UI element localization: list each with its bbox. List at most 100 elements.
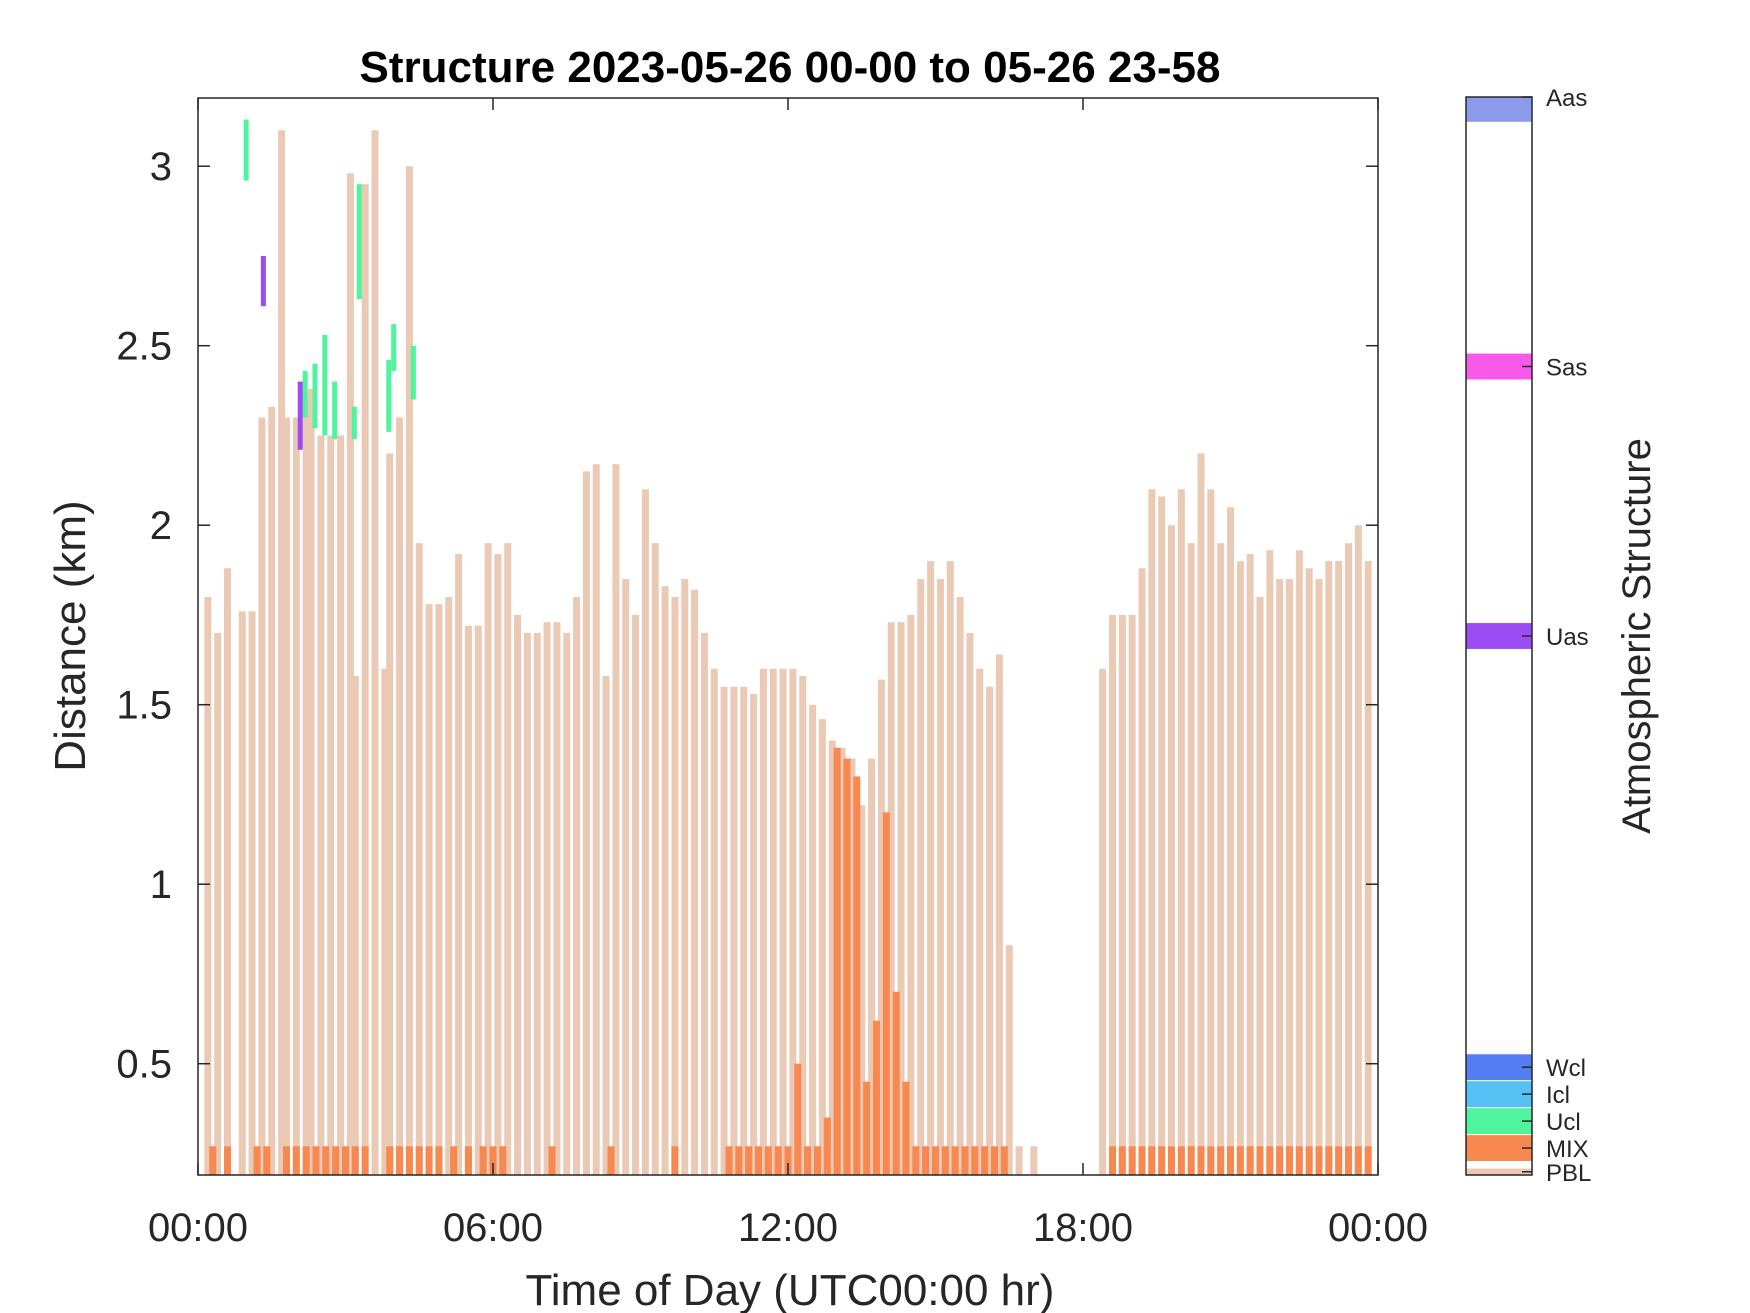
mix-bar bbox=[292, 1146, 300, 1175]
pbl-bar bbox=[494, 553, 502, 1175]
mix-bar bbox=[981, 1146, 989, 1175]
pbl-bar bbox=[435, 604, 443, 1175]
mix-bar bbox=[784, 1146, 792, 1175]
pbl-bar bbox=[1005, 945, 1013, 1175]
pbl-bar bbox=[1227, 507, 1234, 1175]
pbl-bar bbox=[976, 668, 984, 1175]
pbl-bar bbox=[759, 668, 767, 1175]
mix-bar bbox=[1187, 1146, 1195, 1175]
pbl-bar bbox=[445, 597, 453, 1175]
pbl-bar bbox=[691, 589, 699, 1175]
mix-bar bbox=[863, 1081, 871, 1175]
pbl-bar bbox=[1276, 579, 1284, 1175]
mix-bar bbox=[415, 1146, 423, 1175]
y-tick-label: 3 bbox=[150, 145, 172, 189]
colorbar-label-wcl: Wcl bbox=[1546, 1055, 1586, 1082]
mix-bar bbox=[735, 1146, 743, 1175]
pbl-bar bbox=[278, 130, 286, 1175]
pbl-bar bbox=[622, 579, 630, 1175]
ucl-segment bbox=[356, 184, 362, 300]
colorbar-swatch-ucl bbox=[1466, 1108, 1532, 1135]
pbl-bar bbox=[602, 675, 610, 1175]
mix-bar bbox=[833, 747, 841, 1175]
colorbar-label-mix: MIX bbox=[1546, 1136, 1589, 1163]
x-tick-label: 18:00 bbox=[1033, 1206, 1133, 1250]
mix-bar bbox=[1364, 1146, 1372, 1175]
pbl-bar bbox=[582, 471, 590, 1175]
pbl-bar bbox=[868, 758, 876, 1175]
pbl-bar bbox=[573, 597, 581, 1175]
mix-bar bbox=[961, 1146, 969, 1175]
mix-bar bbox=[764, 1146, 772, 1175]
mix-bar bbox=[499, 1146, 507, 1175]
mix-bar bbox=[1286, 1146, 1293, 1175]
pbl-bar bbox=[1207, 489, 1215, 1175]
pbl-bar bbox=[455, 553, 463, 1175]
pbl-bar bbox=[371, 130, 379, 1175]
pbl-bar bbox=[1335, 561, 1343, 1175]
pbl-bar bbox=[995, 654, 1003, 1175]
pbl-bar bbox=[838, 747, 846, 1175]
pbl-bar bbox=[396, 417, 404, 1175]
pbl-bar bbox=[292, 417, 300, 1175]
pbl-bar bbox=[700, 632, 708, 1175]
pbl-bar bbox=[327, 435, 335, 1176]
pbl-bar bbox=[268, 406, 276, 1175]
mix-bar bbox=[725, 1146, 733, 1175]
pbl-bar bbox=[1030, 1146, 1038, 1175]
pbl-bar bbox=[858, 805, 866, 1175]
ucl-segment bbox=[322, 334, 328, 436]
mix-bar bbox=[932, 1146, 939, 1175]
pbl-bar bbox=[337, 435, 345, 1176]
colorbar-label-pbl: PBL bbox=[1546, 1160, 1591, 1187]
pbl-bar bbox=[523, 632, 531, 1175]
pbl-bar bbox=[877, 679, 885, 1175]
pbl-bar bbox=[1138, 568, 1146, 1175]
colorbar-label-ucl: Ucl bbox=[1546, 1109, 1581, 1136]
pbl-bar bbox=[1118, 614, 1126, 1175]
y-tick-label: 2 bbox=[150, 504, 172, 548]
colorbar-swatches bbox=[1466, 97, 1532, 1175]
mix-bar bbox=[548, 1146, 556, 1175]
ucl-segment bbox=[410, 345, 416, 400]
pbl-bar bbox=[809, 704, 817, 1175]
ucl-segment bbox=[312, 363, 318, 429]
mix-bar bbox=[283, 1146, 290, 1175]
pbl-bar bbox=[214, 632, 222, 1175]
mix-bar bbox=[209, 1146, 217, 1175]
mix-bar bbox=[302, 1146, 310, 1175]
pbl-bar bbox=[351, 675, 359, 1175]
pbl-bar bbox=[514, 614, 522, 1175]
mix-bar bbox=[853, 776, 861, 1175]
pbl-bar bbox=[361, 184, 369, 1175]
x-tick-label: 00:00 bbox=[148, 1206, 248, 1250]
ucl-segment bbox=[243, 119, 249, 181]
pbl-bar bbox=[681, 579, 689, 1175]
colorbar-swatch-mix bbox=[1466, 1135, 1532, 1161]
mix-bar bbox=[342, 1146, 349, 1175]
mix-bar bbox=[1335, 1146, 1343, 1175]
mix-bar bbox=[1246, 1146, 1254, 1175]
pbl-bar bbox=[204, 597, 212, 1175]
mix-bar bbox=[1118, 1146, 1126, 1175]
pbl-bar bbox=[1246, 553, 1254, 1175]
mix-bar bbox=[405, 1146, 413, 1175]
colorbar-label-aas: Aas bbox=[1546, 85, 1587, 112]
mix-bar bbox=[435, 1146, 443, 1175]
x-tick-label: 06:00 bbox=[443, 1206, 543, 1250]
ucl-segment bbox=[302, 370, 308, 418]
mix-bar bbox=[322, 1146, 330, 1175]
mix-bar bbox=[814, 1146, 821, 1175]
mix-bar bbox=[1236, 1146, 1244, 1175]
mix-bar bbox=[1325, 1146, 1333, 1175]
pbl-bar bbox=[386, 453, 394, 1175]
colorbar-label-sas: Sas bbox=[1546, 355, 1587, 382]
mix-bar bbox=[991, 1146, 998, 1175]
pbl-bar bbox=[484, 543, 492, 1175]
y-tick-label: 0.5 bbox=[116, 1043, 172, 1087]
mix-bar bbox=[425, 1146, 433, 1175]
pbl-bar bbox=[1217, 543, 1225, 1175]
mix-bar bbox=[1207, 1146, 1215, 1175]
mix-bar bbox=[263, 1146, 271, 1175]
pbl-bar bbox=[1315, 579, 1323, 1175]
